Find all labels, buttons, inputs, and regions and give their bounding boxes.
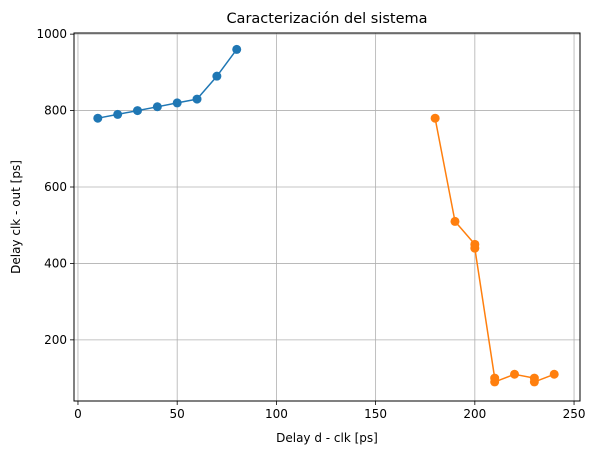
y-tick-label: 600	[44, 180, 67, 194]
grid	[74, 33, 580, 401]
series-1-point	[113, 109, 123, 119]
series-layer	[93, 44, 559, 387]
x-tick-label: 200	[463, 407, 486, 421]
series-2-point	[430, 113, 440, 123]
y-tick-label: 400	[44, 256, 67, 270]
chart-title: Caracterización del sistema	[226, 11, 427, 27]
series-2-point	[549, 369, 559, 379]
series-1-point	[152, 102, 162, 112]
series-2-point	[510, 369, 520, 379]
x-tick-label: 50	[170, 407, 185, 421]
series-1-point	[93, 113, 103, 123]
x-tick-label: 150	[364, 407, 387, 421]
series-1-point	[172, 98, 182, 108]
series-1-point	[232, 44, 242, 54]
series-2-point	[529, 377, 539, 387]
series-2-point	[450, 216, 460, 226]
series-1-point	[192, 94, 202, 104]
plot-frame	[73, 32, 581, 402]
x-tick-label: 0	[74, 407, 82, 421]
series-2-point	[490, 377, 500, 387]
series-1-point	[132, 106, 142, 116]
series-1-point	[212, 71, 222, 81]
series-2-point	[470, 243, 480, 253]
axis-ticks: 0 50 100 150 200 250 200 400 600 800 1000	[36, 27, 585, 421]
y-axis-label: Delay clk - out [ps]	[9, 160, 23, 274]
x-tick-label: 100	[265, 407, 288, 421]
y-tick-label: 1000	[36, 27, 67, 41]
x-axis-label: Delay d - clk [ps]	[276, 431, 378, 445]
y-tick-label: 800	[44, 104, 67, 118]
x-tick-label: 250	[563, 407, 586, 421]
y-tick-label: 200	[44, 333, 67, 347]
